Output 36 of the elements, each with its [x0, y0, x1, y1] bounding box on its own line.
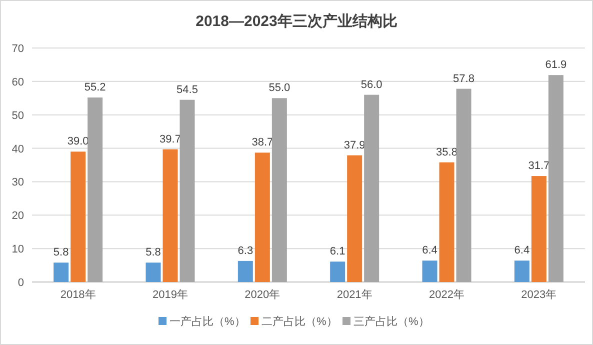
ytick: 70	[12, 43, 24, 55]
xtick: 2022年	[429, 289, 464, 301]
data-label: 39.7	[160, 133, 181, 146]
xtick: 2023年	[521, 289, 557, 301]
ytick: 20	[12, 210, 24, 222]
title: 2018—2023年三次产业结构比	[196, 13, 398, 30]
ytick: 0	[18, 277, 24, 289]
data-label: 38.7	[252, 136, 274, 149]
data-label: 6.1	[330, 246, 346, 258]
legend-label: 二产占比（%）	[262, 316, 338, 328]
data-label: 39.0	[67, 136, 89, 148]
xtick: 2021年	[336, 289, 372, 301]
data-label: 54.5	[176, 84, 198, 96]
xtick: 2020年	[244, 289, 280, 301]
data-label: 5.8	[53, 246, 69, 259]
ytick: 10	[12, 244, 24, 256]
data-label: 6.4	[514, 244, 530, 257]
xtick: 2018年	[60, 289, 96, 301]
data-label: 55.2	[84, 81, 106, 94]
data-label: 6.4	[422, 244, 438, 257]
ytick: 40	[12, 143, 24, 156]
data-label: 37.9	[344, 139, 366, 152]
data-label: 55.0	[268, 82, 290, 94]
data-label: 31.7	[528, 160, 550, 172]
legend-label: 一产占比（%）	[170, 316, 246, 328]
xtick: 2019年	[152, 289, 188, 301]
data-label: 5.8	[146, 246, 161, 259]
data-label: 57.8	[453, 72, 474, 85]
data-label: 61.9	[545, 59, 567, 72]
ytick: 30	[12, 176, 24, 189]
ytick: 50	[12, 110, 24, 122]
data-label: 56.0	[360, 78, 382, 91]
legend-label: 三产占比（%）	[354, 316, 430, 328]
data-label: 6.3	[238, 244, 254, 257]
ytick: 60	[12, 76, 24, 88]
data-label: 35.8	[436, 146, 458, 158]
